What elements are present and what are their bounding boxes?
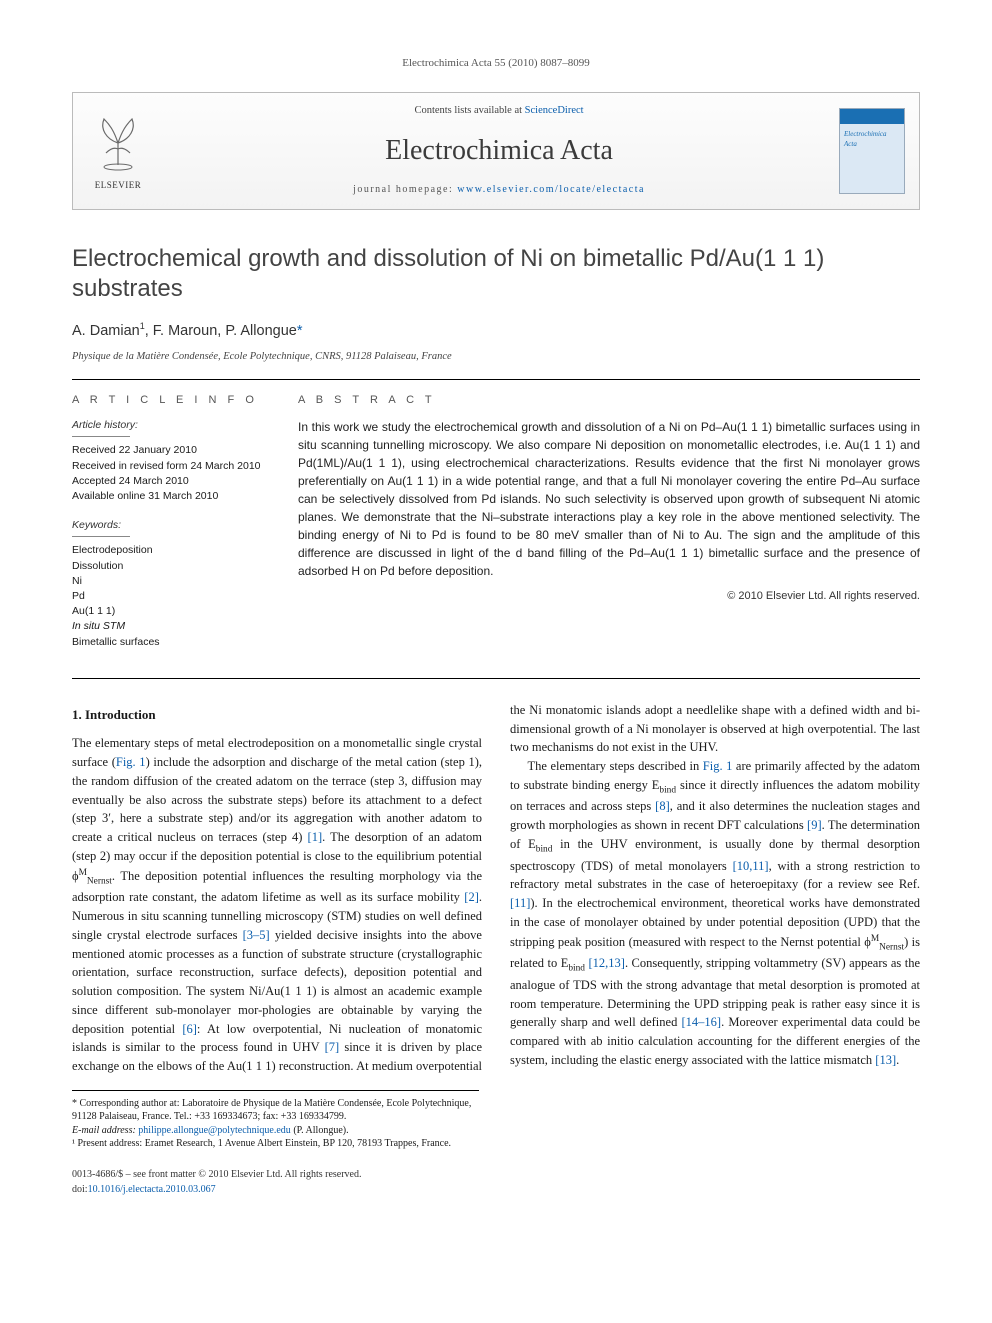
body-columns: 1. Introduction The elementary steps of … xyxy=(72,701,920,1076)
keyword: Pd xyxy=(72,589,270,604)
header-center: Contents lists available at ScienceDirec… xyxy=(163,93,835,210)
doi-link[interactable]: 10.1016/j.electacta.2010.03.067 xyxy=(88,1184,216,1195)
abstract-copyright: © 2010 Elsevier Ltd. All rights reserved… xyxy=(298,588,920,605)
article-history: Article history: Received 22 January 201… xyxy=(72,418,270,504)
history-label: Article history: xyxy=(72,418,270,433)
fig-1-link-b[interactable]: Fig. 1 xyxy=(703,759,733,773)
history-line: Received in revised form 24 March 2010 xyxy=(72,459,270,474)
abstract-heading: a b s t r a c t xyxy=(298,392,920,409)
keyword: Bimetallic surfaces xyxy=(72,635,270,650)
cover-thumb: Electrochimica Acta xyxy=(839,108,905,194)
history-line: Received 22 January 2010 xyxy=(72,443,270,458)
contents-prefix: Contents lists available at xyxy=(414,105,524,116)
email-link[interactable]: philippe.allongue@polytechnique.edu xyxy=(138,1125,291,1136)
para-2: The elementary steps described in Fig. 1… xyxy=(510,757,920,1069)
ref-11-link[interactable]: [11] xyxy=(510,896,530,910)
history-rule xyxy=(72,436,130,437)
author-2: F. Maroun xyxy=(153,323,217,339)
article-info: a r t i c l e i n f o Article history: R… xyxy=(72,392,270,664)
keywords-label: Keywords: xyxy=(72,518,270,533)
homepage-link[interactable]: www.elsevier.com/locate/electacta xyxy=(457,184,645,195)
doi-label: doi: xyxy=(72,1184,88,1195)
page-footer: 0013-4686/$ – see front matter © 2010 El… xyxy=(72,1167,920,1197)
keyword: Ni xyxy=(72,574,270,589)
author-1: A. Damian xyxy=(72,323,140,339)
ref-2-link[interactable]: [2] xyxy=(464,890,479,904)
ref-12-13-link[interactable]: [12,13] xyxy=(588,956,624,970)
rule-bottom xyxy=(72,678,920,679)
ref-8-link[interactable]: [8] xyxy=(655,799,670,813)
contents-line: Contents lists available at ScienceDirec… xyxy=(173,103,825,119)
ref-7-link[interactable]: [7] xyxy=(325,1040,340,1054)
keyword: Dissolution xyxy=(72,559,270,574)
article-info-heading: a r t i c l e i n f o xyxy=(72,392,270,409)
abstract-text: In this work we study the electrochemica… xyxy=(298,418,920,580)
email-label: E-mail address: xyxy=(72,1125,136,1136)
running-head: Electrochimica Acta 55 (2010) 8087–8099 xyxy=(72,55,920,72)
abstract: a b s t r a c t In this work we study th… xyxy=(298,392,920,664)
publisher-logo: ELSEVIER xyxy=(73,93,163,210)
page-root: Electrochimica Acta 55 (2010) 8087–8099 … xyxy=(0,0,992,1237)
author-1-note: 1 xyxy=(140,321,145,331)
journal-header: ELSEVIER Contents lists available at Sci… xyxy=(72,92,920,211)
affiliation: Physique de la Matière Condensée, Ecole … xyxy=(72,349,920,365)
ref-13-link[interactable]: [13] xyxy=(875,1053,896,1067)
keyword: Au(1 1 1) xyxy=(72,604,270,619)
doi-line: doi:10.1016/j.electacta.2010.03.067 xyxy=(72,1182,920,1197)
author-3: P. Allongue xyxy=(225,323,297,339)
homepage-prefix: journal homepage: xyxy=(353,184,457,195)
history-line: Available online 31 March 2010 xyxy=(72,489,270,504)
email-footnote: E-mail address: philippe.allongue@polyte… xyxy=(72,1124,479,1138)
keywords-rule xyxy=(72,536,130,537)
journal-cover: Electrochimica Acta xyxy=(835,93,919,210)
section-1-heading: 1. Introduction xyxy=(72,705,482,725)
ref-9-link[interactable]: [9] xyxy=(807,818,822,832)
keyword: In situ STM xyxy=(72,619,270,634)
history-line: Accepted 24 March 2010 xyxy=(72,474,270,489)
article-title: Electrochemical growth and dissolution o… xyxy=(72,244,920,304)
author-list: A. Damian1, F. Maroun, P. Allongue* xyxy=(72,320,920,343)
homepage-line: journal homepage: www.elsevier.com/locat… xyxy=(173,182,825,197)
ref-10-11-link[interactable]: [10,11] xyxy=(733,859,769,873)
present-address-footnote: ¹ Present address: Eramet Research, 1 Av… xyxy=(72,1137,479,1151)
tree-icon xyxy=(86,109,150,173)
email-tail: (P. Allongue). xyxy=(291,1125,349,1136)
corr-footnote: * Corresponding author at: Laboratoire d… xyxy=(72,1097,479,1124)
ref-3-5-link[interactable]: [3–5] xyxy=(243,928,270,942)
footnotes: * Corresponding author at: Laboratoire d… xyxy=(72,1090,479,1151)
journal-name: Electrochimica Acta xyxy=(173,130,825,172)
ref-1-link[interactable]: [1] xyxy=(308,830,323,844)
corresponding-mark[interactable]: * xyxy=(297,323,303,339)
front-matter-line: 0013-4686/$ – see front matter © 2010 El… xyxy=(72,1167,920,1182)
keywords-block: Keywords: Electrodeposition Dissolution … xyxy=(72,518,270,650)
ref-6-link[interactable]: [6] xyxy=(182,1022,197,1036)
cover-thumb-title: Electrochimica Acta xyxy=(844,129,900,150)
sciencedirect-link[interactable]: ScienceDirect xyxy=(525,105,584,116)
fig-1-link[interactable]: Fig. 1 xyxy=(116,755,146,769)
ref-14-16-link[interactable]: [14–16] xyxy=(682,1015,722,1029)
publisher-caption: ELSEVIER xyxy=(86,179,150,193)
info-abstract-row: a r t i c l e i n f o Article history: R… xyxy=(72,380,920,678)
keyword: Electrodeposition xyxy=(72,543,270,558)
